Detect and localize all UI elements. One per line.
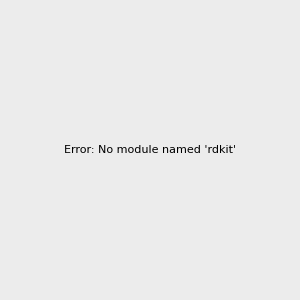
Text: Error: No module named 'rdkit': Error: No module named 'rdkit'	[64, 145, 236, 155]
